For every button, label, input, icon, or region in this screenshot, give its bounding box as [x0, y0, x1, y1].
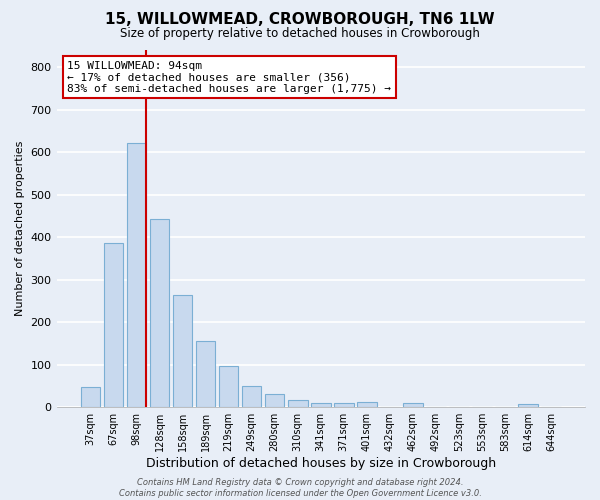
Bar	[288, 400, 308, 407]
Bar	[104, 244, 123, 407]
Text: Size of property relative to detached houses in Crowborough: Size of property relative to detached ho…	[120, 28, 480, 40]
Bar	[149, 219, 169, 407]
Bar	[311, 403, 331, 407]
Text: 15 WILLOWMEAD: 94sqm
← 17% of detached houses are smaller (356)
83% of semi-deta: 15 WILLOWMEAD: 94sqm ← 17% of detached h…	[67, 60, 391, 94]
X-axis label: Distribution of detached houses by size in Crowborough: Distribution of detached houses by size …	[146, 457, 496, 470]
Bar	[265, 394, 284, 407]
Bar	[127, 142, 146, 407]
Bar	[173, 294, 193, 407]
Bar	[80, 387, 100, 407]
Text: 15, WILLOWMEAD, CROWBOROUGH, TN6 1LW: 15, WILLOWMEAD, CROWBOROUGH, TN6 1LW	[105, 12, 495, 28]
Bar	[518, 404, 538, 407]
Bar	[196, 341, 215, 407]
Bar	[357, 402, 377, 407]
Bar	[403, 403, 423, 407]
Text: Contains HM Land Registry data © Crown copyright and database right 2024.
Contai: Contains HM Land Registry data © Crown c…	[119, 478, 481, 498]
Bar	[334, 403, 353, 407]
Y-axis label: Number of detached properties: Number of detached properties	[15, 141, 25, 316]
Bar	[219, 366, 238, 407]
Bar	[242, 386, 262, 407]
